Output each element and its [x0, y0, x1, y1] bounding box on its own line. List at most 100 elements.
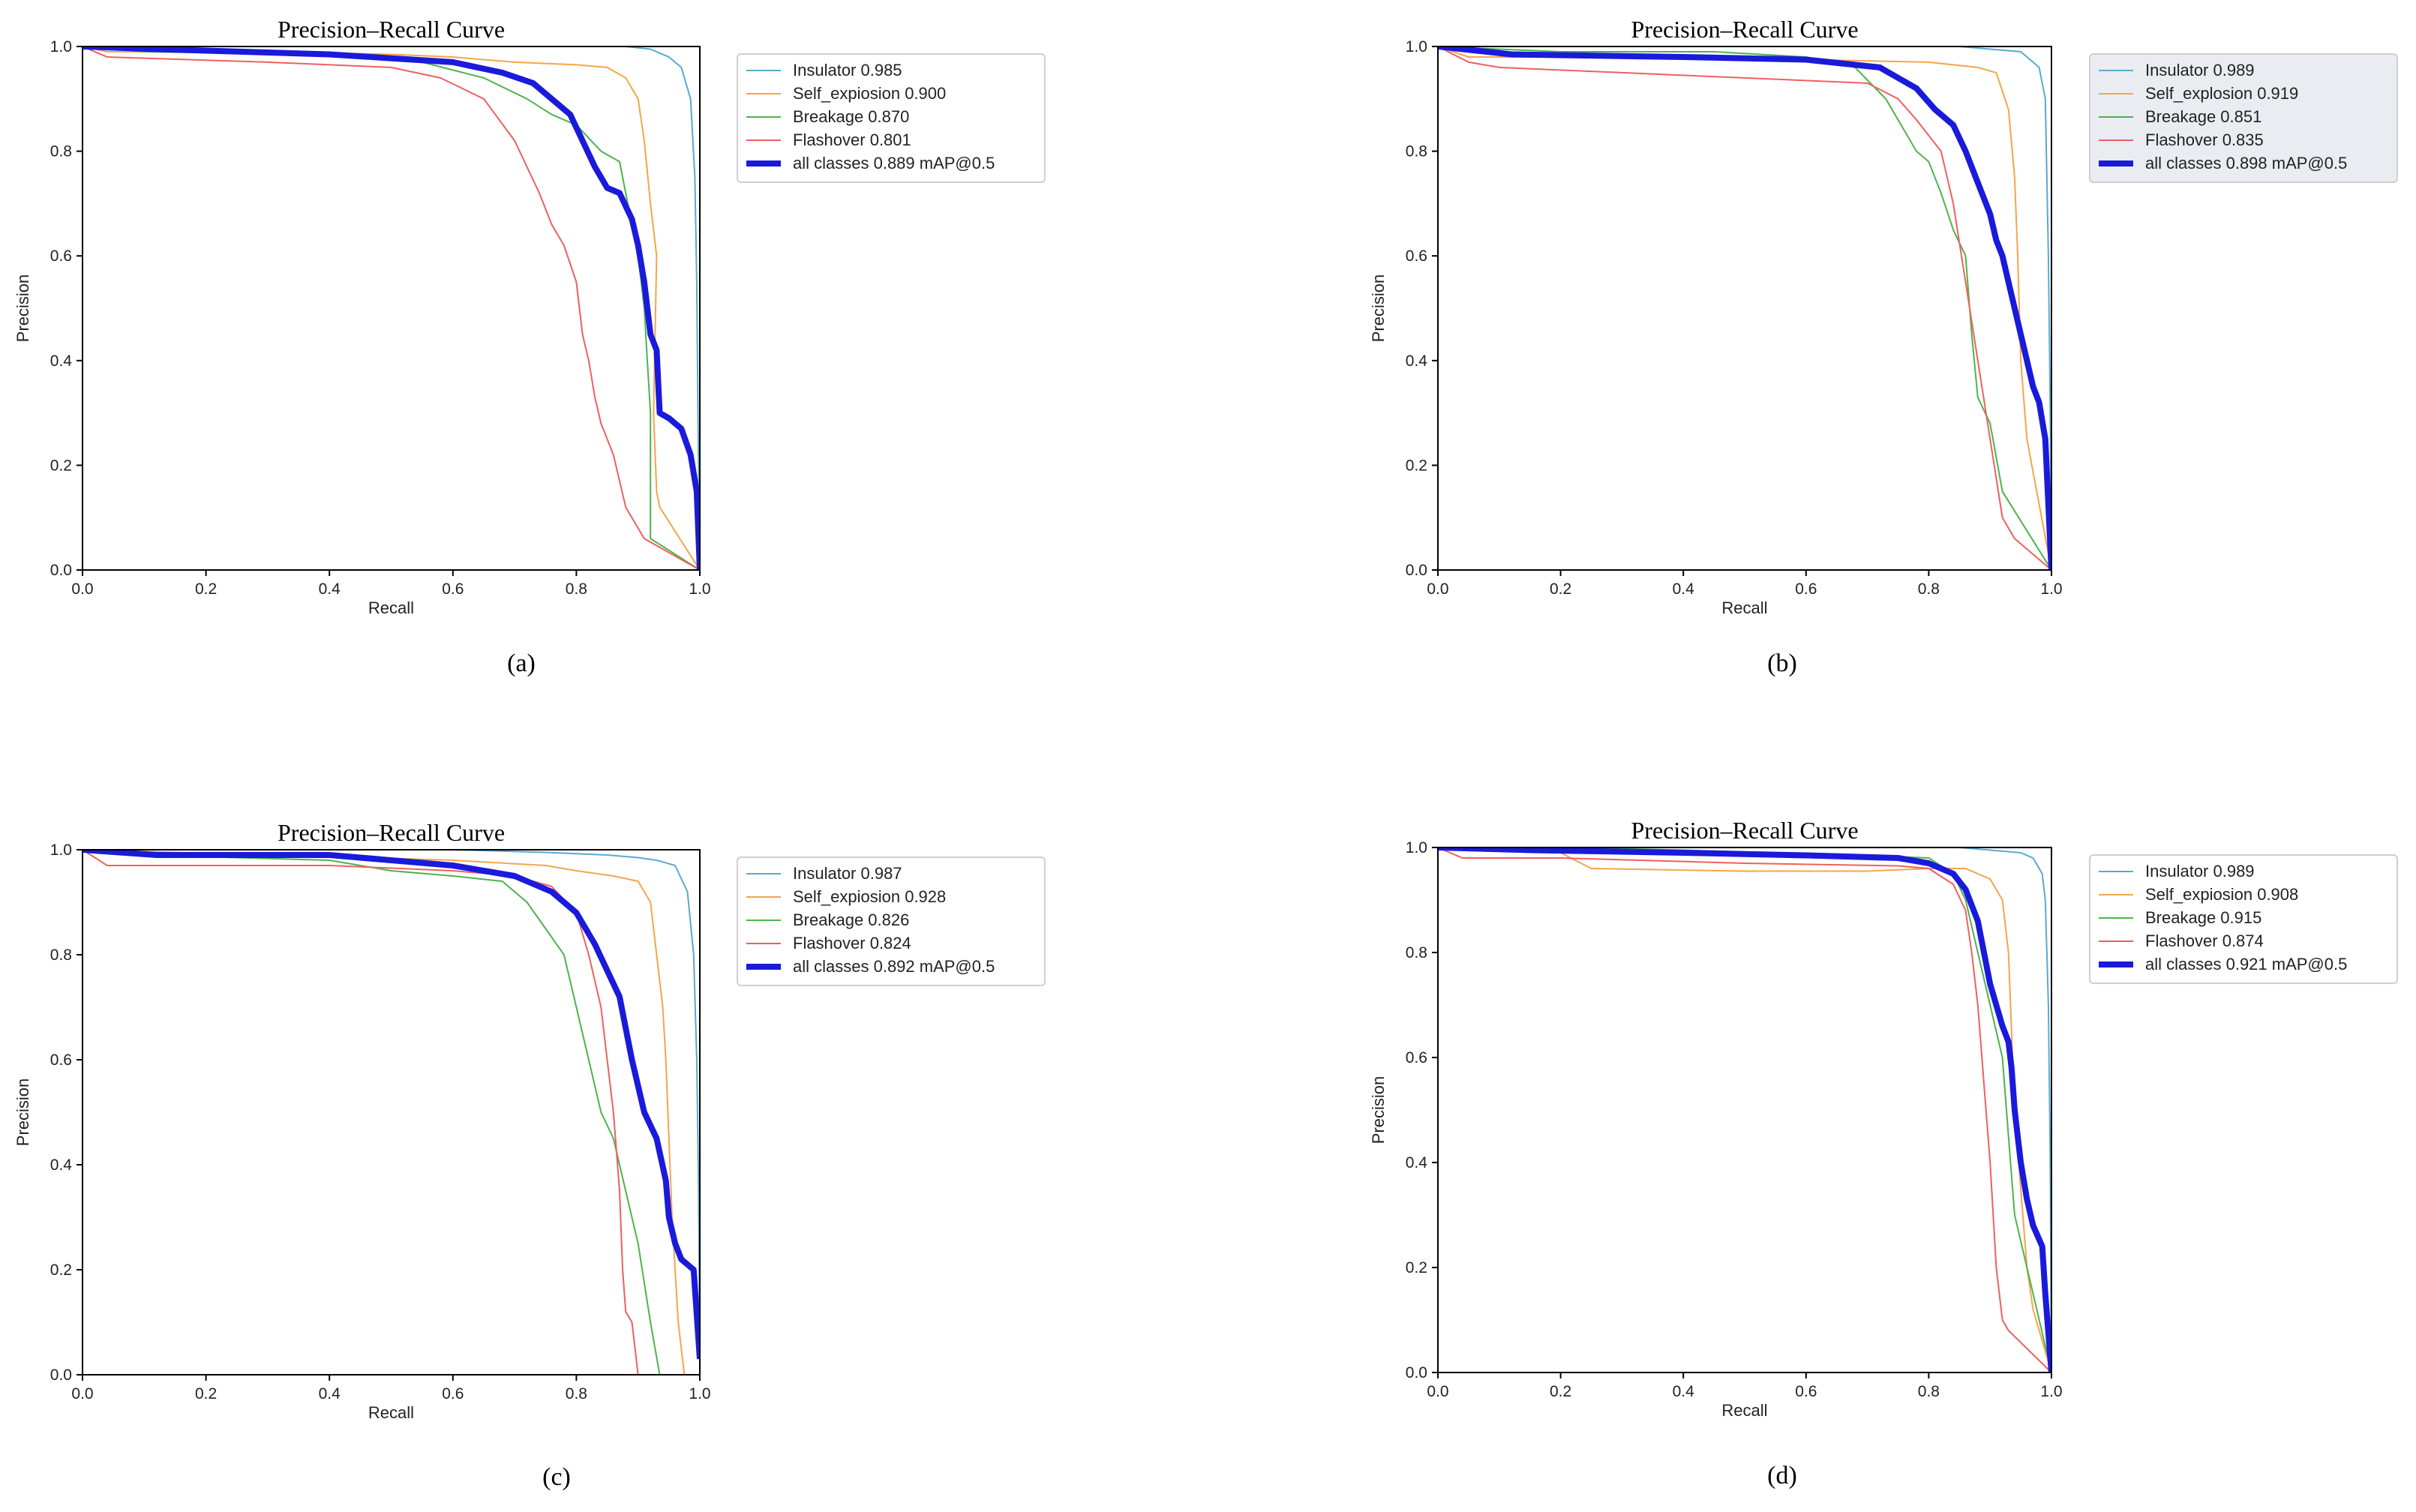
legend: Insulator 0.989 Self_expiosion 0.908 Break… — [2089, 854, 2398, 984]
y-tick-label: 0.2 — [1406, 1259, 1427, 1276]
x-tick-label: 0.6 — [1795, 580, 1817, 598]
x-tick-label: 1.0 — [689, 580, 710, 598]
legend-entry: Breakage 0.915 — [2145, 908, 2261, 927]
x-tick-label: 0.4 — [1673, 1383, 1695, 1400]
legend-entry: Self_expiosion 0.928 — [793, 887, 946, 906]
x-tick-label: 0.6 — [442, 1385, 464, 1402]
x-tick-label: 0.8 — [566, 580, 587, 598]
x-tick-label: 0.4 — [319, 1385, 341, 1402]
x-tick-label: 0.0 — [1427, 580, 1448, 598]
series-lines — [83, 46, 700, 570]
series-line — [1438, 46, 2051, 570]
series-line — [83, 46, 700, 570]
legend-entry: Flashover 0.824 — [793, 934, 911, 952]
x-tick-label: 0.0 — [1427, 1383, 1448, 1400]
y-tick-label: 0.0 — [50, 562, 72, 579]
plot-frame — [82, 46, 701, 571]
series-line — [83, 46, 700, 570]
series-line — [1438, 46, 2051, 570]
x-tick-label: 0.8 — [566, 1385, 587, 1402]
panel-b: Precision–Recall Curve 0.0 0.2 0.4 0.6 0.8 1.0… — [1369, 16, 2398, 677]
y-axis-label: Precision — [1369, 1076, 1388, 1144]
legend-entry: Insulator 0.987 — [793, 864, 902, 883]
x-tick-label: 0.2 — [1550, 580, 1571, 598]
legend-entry: all classes 0.889 mAP@0.5 — [793, 154, 995, 172]
series-line — [1438, 848, 2051, 1372]
x-axis-label: Recall — [368, 598, 414, 617]
legend-box — [737, 856, 1046, 986]
panel-c: Precision–Recall Curve 0.0 0.2 0.4 0.6 0.8 1.0… — [14, 819, 1046, 1491]
x-tick-label: 0.4 — [319, 580, 341, 598]
series-line — [1438, 46, 2051, 570]
x-axis-label: Recall — [1721, 1401, 1767, 1420]
legend-box — [2089, 854, 2398, 984]
plot-frame — [1437, 46, 2052, 571]
y-tick-label: 1.0 — [1406, 38, 1427, 56]
x-tick-label: 1.0 — [689, 1385, 710, 1402]
panel-caption: (c) — [542, 1463, 571, 1491]
y-tick-label: 0.6 — [50, 248, 72, 265]
y-tick-label: 0.8 — [1406, 944, 1427, 962]
plot-frame — [82, 849, 701, 1376]
x-tick-label: 1.0 — [2040, 1383, 2062, 1400]
x-tick-label: 0.4 — [1673, 580, 1695, 598]
x-tick-label: 0.6 — [1795, 1383, 1817, 1400]
series-line — [83, 850, 686, 1375]
legend-entry: all classes 0.898 mAP@0.5 — [2145, 154, 2347, 172]
x-tick-label: 0.8 — [1918, 580, 1940, 598]
y-tick-label: 0.8 — [50, 946, 72, 964]
series-line — [1438, 46, 2051, 570]
y-tick-label: 1.0 — [50, 38, 72, 56]
y-tick-label: 0.8 — [1406, 143, 1427, 160]
chart-title: Precision–Recall Curve — [278, 16, 505, 43]
series-line — [1438, 848, 2051, 1372]
legend-box — [2089, 53, 2398, 183]
chart-title: Precision–Recall Curve — [278, 819, 505, 846]
legend: Insulator 0.989 Self_explosion 0.919 Break… — [2089, 53, 2398, 183]
panel-caption: (b) — [1767, 650, 1797, 677]
series-line — [83, 850, 639, 1375]
y-tick-label: 0.2 — [1406, 457, 1427, 474]
y-axis-label: Precision — [14, 1078, 32, 1146]
series-line — [83, 46, 700, 570]
series-line — [1438, 848, 2051, 1372]
y-tick-label: 0.0 — [1406, 562, 1427, 579]
chart-title: Precision–Recall Curve — [1631, 16, 1858, 43]
series-line — [83, 850, 700, 1375]
legend-entry: Insulator 0.989 — [2145, 61, 2255, 80]
y-tick-label: 0.8 — [50, 143, 72, 160]
legend-entry: Breakage 0.826 — [793, 910, 909, 929]
legend: Insulator 0.985 Self_expiosion 0.900 Break… — [737, 53, 1046, 183]
legend-entry: Insulator 0.989 — [2145, 862, 2255, 880]
legend-box — [737, 53, 1046, 183]
y-tick-label: 0.6 — [1406, 248, 1427, 265]
y-tick-label: 0.6 — [1406, 1049, 1427, 1066]
x-tick-label: 0.0 — [71, 580, 93, 598]
legend-entry: Flashover 0.801 — [793, 130, 911, 149]
x-axis-label: Recall — [1721, 598, 1767, 617]
legend-entry: all classes 0.892 mAP@0.5 — [793, 957, 995, 976]
legend-entry: Flashover 0.835 — [2145, 130, 2264, 149]
series-line — [83, 46, 700, 570]
chart-title: Precision–Recall Curve — [1631, 817, 1858, 844]
series-lines — [83, 850, 700, 1375]
panel-caption: (a) — [507, 650, 536, 677]
x-tick-label: 0.6 — [442, 580, 464, 598]
y-tick-label: 0.4 — [50, 1156, 73, 1174]
x-tick-label: 0.8 — [1918, 1383, 1940, 1400]
y-tick-label: 0.0 — [1406, 1364, 1427, 1382]
y-axis-label: Precision — [14, 274, 32, 342]
panel-a: Precision–Recall Curve 0.0 0.2 0.4 0.6 0.8 1.0… — [14, 16, 1046, 677]
series-lines — [1438, 46, 2051, 570]
y-tick-label: 1.0 — [50, 842, 72, 859]
series-line — [83, 46, 700, 570]
panel-caption: (d) — [1767, 1462, 1797, 1490]
panel-d: Precision–Recall Curve 0.0 0.2 0.4 0.6 0.8 1.0… — [1369, 817, 2398, 1490]
legend: Insulator 0.987 Self_expiosion 0.928 Break… — [737, 856, 1046, 986]
series-line — [1438, 848, 2051, 1372]
y-tick-label: 0.6 — [50, 1052, 72, 1069]
y-tick-label: 0.4 — [50, 352, 73, 370]
legend-entry: Breakage 0.870 — [793, 107, 909, 126]
legend-entry: Self_expiosion 0.908 — [2145, 885, 2298, 904]
